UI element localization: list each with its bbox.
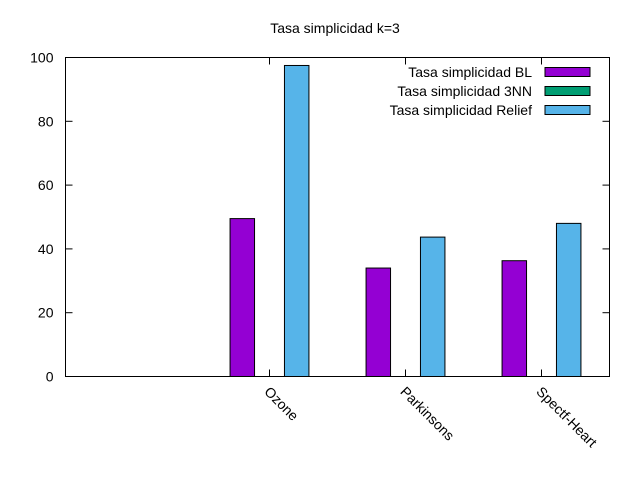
y-tick-label: 60: [38, 177, 54, 193]
legend: Tasa simplicidad BL Tasa simplicidad 3NN T…: [390, 64, 591, 118]
y-tick-label: 40: [38, 241, 54, 257]
y-tick-label: 20: [38, 305, 54, 321]
bar-tasa-simplicidad-relief-ozone: [283, 64, 310, 377]
bar-tasa-simplicidad-relief-parkinsons: [419, 236, 446, 377]
x-tick-label: Spectf-Heart: [533, 383, 600, 450]
y-tick-label: 80: [38, 113, 54, 129]
y-tick-label: 0: [46, 369, 54, 385]
bar-tasa-simplicidad-bl-spectf-heart: [501, 260, 528, 377]
bar-tasa-simplicidad-relief-spectf-heart: [555, 222, 582, 377]
y-axis: 0 20 40 60 80 100: [30, 50, 610, 385]
legend-label: Tasa simplicidad BL: [408, 64, 532, 80]
x-tick-label: Ozone: [261, 383, 302, 424]
plot-frame: [65, 57, 610, 377]
x-tick-label: Parkinsons: [397, 383, 457, 443]
legend-swatch: [544, 67, 591, 77]
y-tick-label: 100: [30, 50, 54, 66]
legend-swatch: [544, 105, 591, 115]
bar-tasa-simplicidad-bl-parkinsons: [365, 267, 392, 378]
bar-tasa-simplicidad-bl-ozone: [229, 218, 256, 377]
legend-swatch: [544, 86, 591, 96]
legend-label: Tasa simplicidad 3NN: [397, 83, 532, 99]
chart-title: Tasa simplicidad k=3: [270, 20, 400, 36]
legend-label: Tasa simplicidad Relief: [390, 102, 533, 118]
